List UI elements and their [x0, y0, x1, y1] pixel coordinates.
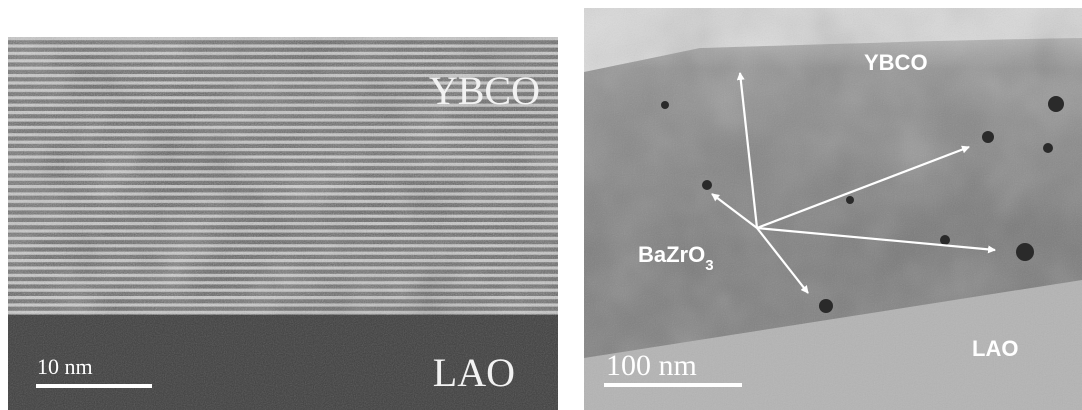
scale-bar-label: 100 nm — [606, 349, 697, 382]
left-image: YBCO LAO 10 nm — [8, 37, 558, 410]
scale-bar — [36, 384, 152, 388]
figure: YBCO LAO 10 nm YBCO BaZrO3 LAO 100 nm — [0, 0, 1082, 410]
right-image: YBCO BaZrO3 LAO 100 nm — [584, 8, 1082, 410]
label-lao: LAO — [433, 350, 515, 395]
scale-bar — [604, 383, 742, 387]
label-ybco: YBCO — [864, 50, 928, 75]
particle-subscript: 3 — [705, 257, 713, 274]
label-ybco: YBCO — [429, 68, 540, 113]
particle-formula: BaZrO — [638, 242, 705, 267]
label-lao: LAO — [972, 336, 1018, 361]
scale-bar-label: 10 nm — [37, 354, 93, 379]
